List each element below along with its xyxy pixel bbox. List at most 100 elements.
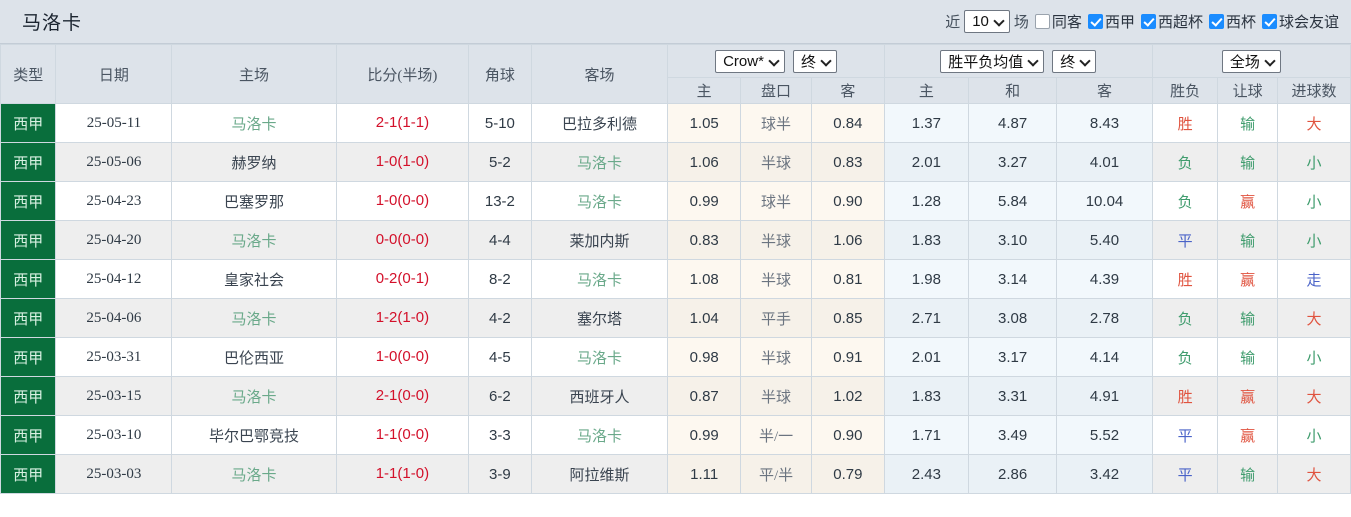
score-halftime: (0-0) bbox=[397, 348, 430, 365]
cell-away-team[interactable]: 马洛卡 bbox=[530, 181, 669, 221]
table-row[interactable]: 西甲 25-04-12 皇家社会 0-2(0-1) 8-2 马洛卡 1.08 半球 0.81 1.… bbox=[0, 259, 1351, 299]
col-header-type: 类型 bbox=[0, 44, 57, 104]
cell-away-team[interactable]: 马洛卡 bbox=[530, 259, 669, 299]
table-row[interactable]: 西甲 25-04-23 巴塞罗那 1-0(0-0) 13-2 马洛卡 0.99 球半 0.90 1… bbox=[0, 181, 1351, 221]
table-row[interactable]: 西甲 25-04-20 马洛卡 0-0(0-0) 4-4 莱加内斯 0.83 半球 1.06 1.… bbox=[0, 220, 1351, 260]
cell-date: 25-04-20 bbox=[55, 220, 173, 260]
cell-home-team[interactable]: 巴伦西亚 bbox=[171, 337, 337, 377]
table-row[interactable]: 西甲 25-05-11 马洛卡 2-1(1-1) 5-10 巴拉多利德 1.05 球半 0.84… bbox=[0, 103, 1351, 143]
cell-eu-away: 4.39 bbox=[1056, 259, 1153, 299]
cell-home-team[interactable]: 皇家社会 bbox=[171, 259, 337, 299]
cell-result-ah: 输 bbox=[1217, 103, 1278, 143]
cell-home-team[interactable]: 巴塞罗那 bbox=[171, 181, 337, 221]
cell-away-team[interactable]: 马洛卡 bbox=[530, 142, 669, 182]
cell-ah-home: 1.06 bbox=[667, 142, 742, 182]
competition-label-0: 西甲 bbox=[1104, 15, 1135, 31]
same-away-checkbox-group[interactable]: 同客 bbox=[1034, 11, 1082, 32]
score-halftime: (0-0) bbox=[397, 426, 430, 443]
cell-date: 25-03-03 bbox=[55, 454, 173, 494]
cell-type: 西甲 bbox=[0, 142, 57, 182]
col-header-home: 主场 bbox=[171, 44, 337, 104]
table-row[interactable]: 西甲 25-03-15 马洛卡 2-1(0-0) 6-2 西班牙人 0.87 半球 1.02 1.… bbox=[0, 376, 1351, 416]
cell-home-team[interactable]: 马洛卡 bbox=[171, 454, 337, 494]
cell-eu-away: 10.04 bbox=[1056, 181, 1153, 221]
cell-result-ah: 输 bbox=[1217, 298, 1278, 338]
cell-ah-away: 0.83 bbox=[810, 142, 885, 182]
cell-home-team[interactable]: 毕尔巴鄂竞技 bbox=[171, 415, 337, 455]
cell-home-team[interactable]: 马洛卡 bbox=[171, 376, 337, 416]
score-halftime: (0-1) bbox=[397, 270, 430, 287]
cell-eu-home: 1.37 bbox=[883, 103, 969, 143]
ah-period-value: 终 bbox=[800, 53, 816, 71]
ah-period-select[interactable]: 终 bbox=[792, 49, 837, 73]
cell-away-team[interactable]: 西班牙人 bbox=[530, 376, 669, 416]
odds-type-select[interactable]: 胜平负均值 bbox=[940, 49, 1045, 73]
cell-home-team[interactable]: 赫罗纳 bbox=[171, 142, 337, 182]
table-row[interactable]: 西甲 25-04-06 马洛卡 1-2(1-0) 4-2 塞尔塔 1.04 平手 0.85 2.7… bbox=[0, 298, 1351, 338]
bookmaker-select[interactable]: Crow* bbox=[715, 49, 785, 73]
cell-result-ou: 小 bbox=[1276, 220, 1351, 260]
cell-home-team[interactable]: 马洛卡 bbox=[171, 103, 337, 143]
col-header-ah-away: 客 bbox=[810, 77, 885, 104]
checkbox-icon-checked[interactable] bbox=[1208, 14, 1224, 29]
cell-ah-line: 球半 bbox=[740, 103, 812, 143]
competition-checkbox-2[interactable]: 西杯 bbox=[1208, 11, 1256, 32]
cell-score: 1-0(0-0) bbox=[335, 337, 470, 377]
scope-selector-cell: 全场 bbox=[1151, 44, 1351, 78]
cell-away-team[interactable]: 马洛卡 bbox=[530, 337, 669, 377]
cell-ah-away: 0.85 bbox=[810, 298, 885, 338]
chevron-down-icon bbox=[770, 57, 779, 66]
scope-select[interactable]: 全场 bbox=[1221, 49, 1281, 73]
competition-checkbox-0[interactable]: 西甲 bbox=[1087, 11, 1135, 32]
cell-ah-line: 平/半 bbox=[740, 454, 812, 494]
table-row[interactable]: 西甲 25-05-06 赫罗纳 1-0(1-0) 5-2 马洛卡 1.06 半球 0.83 2.0… bbox=[0, 142, 1351, 182]
cell-score: 1-1(0-0) bbox=[335, 415, 470, 455]
eu-period-select[interactable]: 终 bbox=[1052, 49, 1097, 73]
cell-eu-home: 1.71 bbox=[883, 415, 969, 455]
cell-score: 2-1(1-1) bbox=[335, 103, 470, 143]
cell-away-team[interactable]: 巴拉多利德 bbox=[530, 103, 669, 143]
col-header-ah-home: 主 bbox=[667, 77, 742, 104]
cell-corner: 6-2 bbox=[468, 376, 532, 416]
cell-corner: 5-10 bbox=[468, 103, 532, 143]
match-count-select[interactable]: 10 bbox=[964, 10, 1010, 33]
cell-result-ou: 大 bbox=[1276, 376, 1351, 416]
cell-eu-away: 4.91 bbox=[1056, 376, 1153, 416]
cell-corner: 4-2 bbox=[468, 298, 532, 338]
cell-result-ah: 输 bbox=[1217, 337, 1278, 377]
chevron-down-icon bbox=[1266, 57, 1275, 66]
table-row[interactable]: 西甲 25-03-03 马洛卡 1-1(1-0) 3-9 阿拉维斯 1.11 平/半 0.79 2… bbox=[0, 454, 1351, 494]
cell-ah-home: 1.04 bbox=[667, 298, 742, 338]
cell-away-team[interactable]: 阿拉维斯 bbox=[530, 454, 669, 494]
cell-result-wl: 负 bbox=[1151, 298, 1219, 338]
checkbox-icon-checked[interactable] bbox=[1140, 14, 1156, 29]
col-header-corner: 角球 bbox=[468, 44, 532, 104]
cell-away-team[interactable]: 塞尔塔 bbox=[530, 298, 669, 338]
competition-checkbox-3[interactable]: 球会友谊 bbox=[1261, 11, 1339, 32]
score-halftime: (1-0) bbox=[397, 153, 430, 170]
checkbox-icon-same-away[interactable] bbox=[1034, 14, 1050, 29]
cell-eu-draw: 3.14 bbox=[967, 259, 1058, 299]
table-row[interactable]: 西甲 25-03-10 毕尔巴鄂竞技 1-1(0-0) 3-3 马洛卡 0.99 半/一 0.9… bbox=[0, 415, 1351, 455]
col-header-eu-draw: 和 bbox=[967, 77, 1058, 104]
checkbox-icon-checked[interactable] bbox=[1087, 14, 1103, 29]
cell-home-team[interactable]: 马洛卡 bbox=[171, 298, 337, 338]
score-fulltime: 2-1 bbox=[375, 387, 398, 404]
col-header-result-wl: 胜负 bbox=[1151, 77, 1219, 104]
competition-checkbox-1[interactable]: 西超杯 bbox=[1140, 11, 1203, 32]
cell-away-team[interactable]: 莱加内斯 bbox=[530, 220, 669, 260]
table-row[interactable]: 西甲 25-03-31 巴伦西亚 1-0(0-0) 4-5 马洛卡 0.98 半球 0.91 2.… bbox=[0, 337, 1351, 377]
cell-type: 西甲 bbox=[0, 415, 57, 455]
col-header-away: 客场 bbox=[530, 44, 669, 104]
cell-score: 1-0(1-0) bbox=[335, 142, 470, 182]
cell-home-team[interactable]: 马洛卡 bbox=[171, 220, 337, 260]
cell-ah-away: 0.90 bbox=[810, 181, 885, 221]
cell-eu-away: 8.43 bbox=[1056, 103, 1153, 143]
checkbox-icon-checked[interactable] bbox=[1261, 14, 1277, 29]
cell-ah-line: 半/一 bbox=[740, 415, 812, 455]
cell-result-ou: 大 bbox=[1276, 298, 1351, 338]
cell-ah-away: 0.79 bbox=[810, 454, 885, 494]
cell-away-team[interactable]: 马洛卡 bbox=[530, 415, 669, 455]
cell-eu-home: 1.83 bbox=[883, 220, 969, 260]
cell-type: 西甲 bbox=[0, 220, 57, 260]
